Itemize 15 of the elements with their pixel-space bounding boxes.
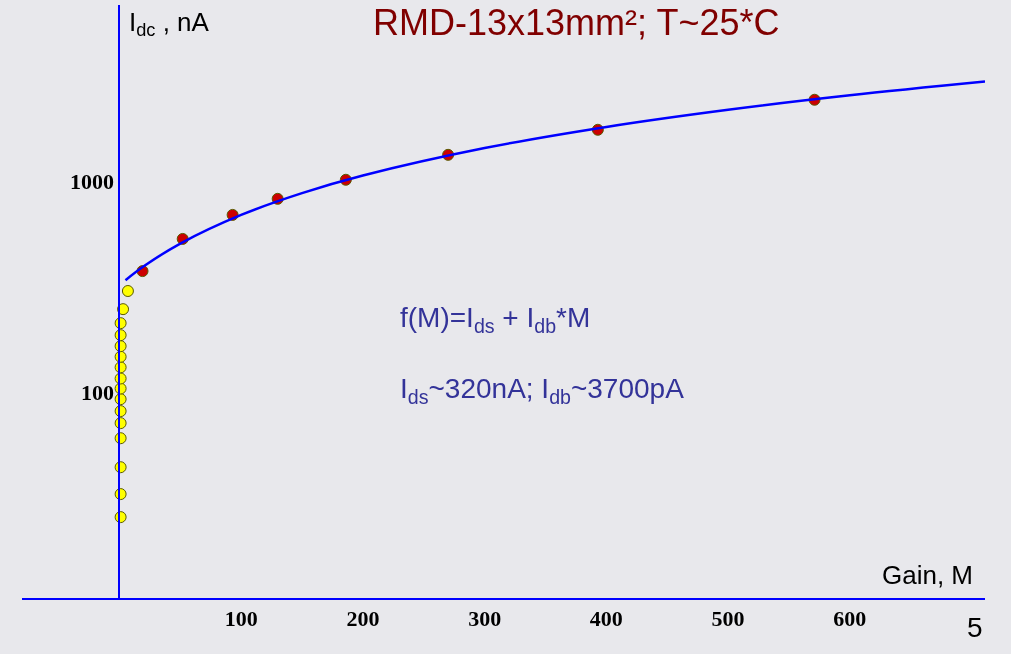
x-tick-label: 600: [833, 606, 867, 632]
text: 5: [967, 612, 983, 643]
x-axis-title: Gain, M: [882, 560, 974, 590]
point: [121, 285, 134, 298]
line-series: [124, 80, 985, 282]
annotation: I$_{ds}$~320nA; I$_{db}$~3700pA: [400, 373, 685, 408]
x-tick-label: 300: [468, 606, 502, 632]
x-tick-label: 200: [346, 606, 380, 632]
x-tick-label: 500: [711, 606, 745, 632]
x-tick-label: 400: [589, 606, 623, 632]
y-tick-label: 1000: [70, 168, 114, 194]
chart-title: RMD-13x13mm²; T~25*C: [373, 2, 780, 44]
y-axis-title: I$_{dc}$ , nA: [129, 7, 210, 41]
annotation: f(M)=I$_{ds}$ + I$_{db}$*M: [400, 302, 591, 337]
x-tick-label: 100: [224, 606, 258, 632]
